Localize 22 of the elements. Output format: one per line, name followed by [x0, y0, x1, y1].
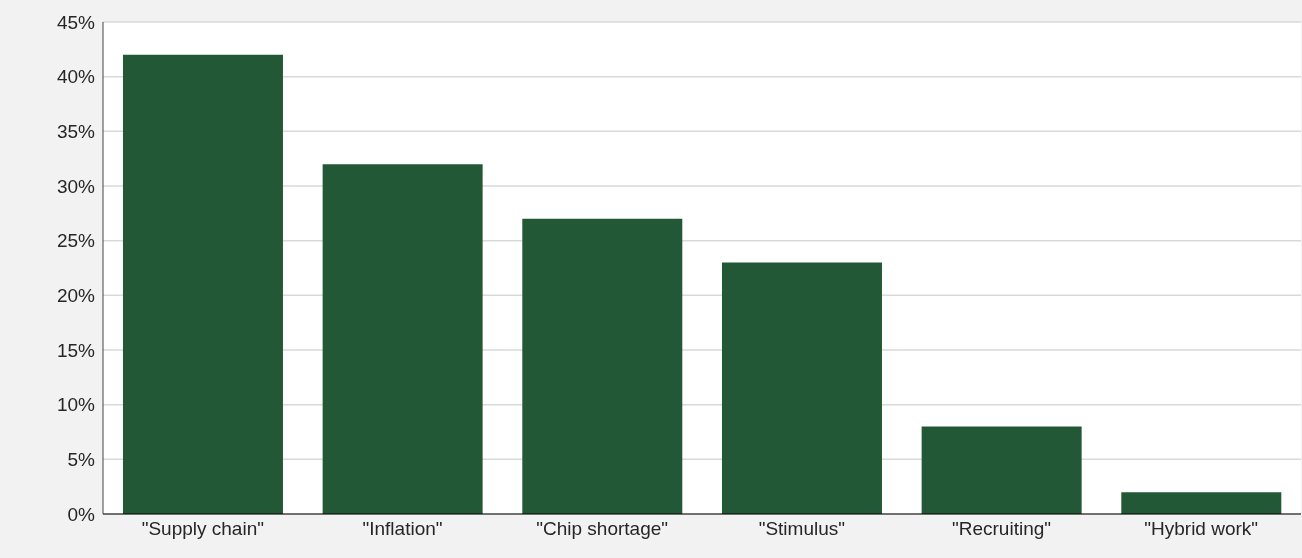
- bar: [322, 164, 483, 514]
- x-tick-label: "Hybrid work": [1144, 518, 1259, 540]
- bar: [122, 54, 283, 514]
- y-tick-label: 20%: [56, 285, 96, 307]
- y-tick-label: 10%: [56, 394, 96, 416]
- y-tick-label: 0%: [67, 503, 96, 525]
- x-tick-label: "Chip shortage": [536, 518, 669, 540]
- bar: [721, 262, 882, 514]
- y-tick-label: 30%: [56, 175, 96, 197]
- y-tick-label: 40%: [56, 66, 96, 88]
- x-tick-label: "Supply chain": [141, 518, 264, 540]
- y-tick-label: 15%: [56, 339, 96, 361]
- y-tick-label: 5%: [67, 449, 96, 471]
- x-tick-label: "Recruiting": [951, 518, 1052, 540]
- x-tick-label: "Stimulus": [758, 518, 846, 540]
- y-tick-label: 35%: [56, 121, 96, 143]
- x-tick-label: "Inflation": [362, 518, 443, 540]
- y-tick-label: 25%: [56, 230, 96, 252]
- bar: [522, 218, 683, 514]
- bar: [921, 426, 1082, 514]
- y-tick-label: 45%: [56, 11, 96, 33]
- bar: [1121, 492, 1282, 514]
